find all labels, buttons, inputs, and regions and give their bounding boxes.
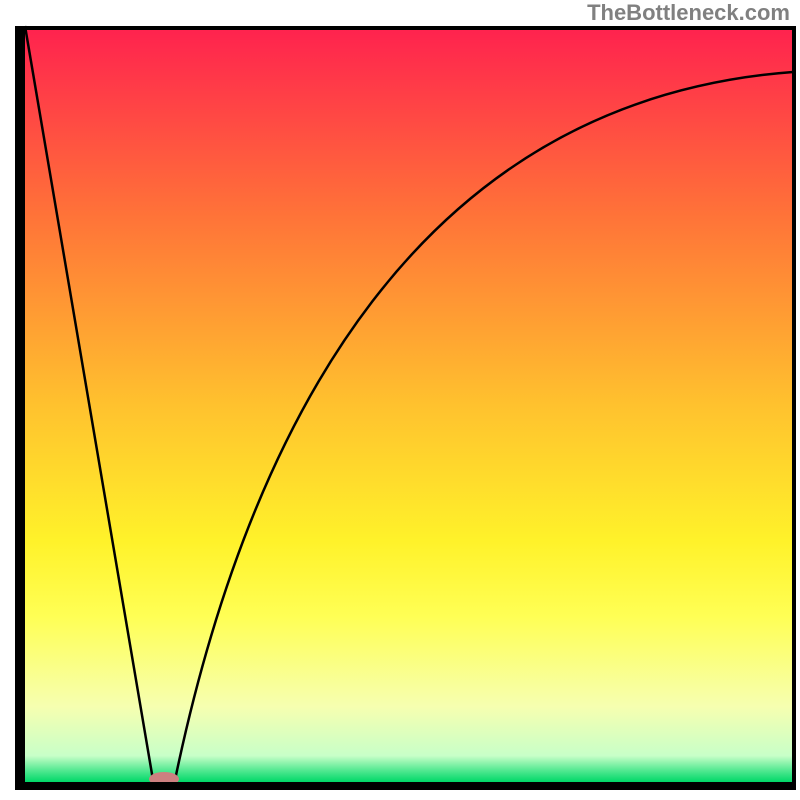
watermark-text: TheBottleneck.com (587, 0, 790, 26)
curve-right-branch (175, 72, 793, 780)
frame-border-right (792, 26, 796, 790)
frame-border-left (15, 26, 25, 790)
curve-svg (0, 0, 800, 800)
frame-border-top (15, 26, 796, 30)
curve-left-branch (25, 26, 153, 780)
chart-container: TheBottleneck.com (0, 0, 800, 800)
frame-border-bottom (15, 782, 796, 790)
